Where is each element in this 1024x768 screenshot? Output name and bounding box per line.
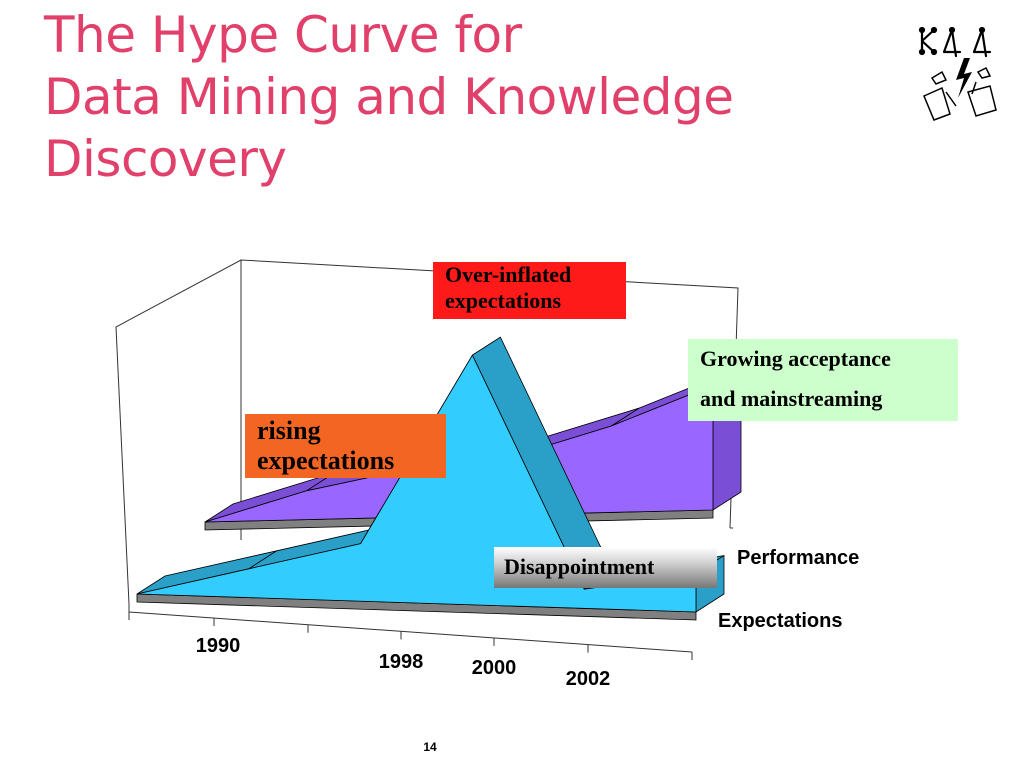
- x-axis-line: [128, 611, 693, 653]
- title-line-3: Discovery: [44, 130, 287, 188]
- kdd-logo-icon: [918, 26, 997, 121]
- disappointment-label: Disappointment: [504, 554, 655, 579]
- series-label-performance: Performance: [737, 547, 859, 569]
- page-number: 14: [423, 740, 437, 754]
- disappointment-callout: Disappointment: [494, 547, 717, 588]
- over-inflated-line-1: Over-inflated: [445, 262, 572, 287]
- rising-line-2: expectations: [257, 446, 395, 475]
- title-line-2: Data Mining and Knowledge: [44, 68, 734, 126]
- growing-line-2: and mainstreaming: [700, 386, 883, 411]
- x-tick-label: 1998: [379, 651, 424, 673]
- x-tick-label: 2002: [566, 668, 611, 690]
- x-tick-label: 1990: [196, 635, 241, 657]
- title-line-1: The Hype Curve for: [44, 6, 522, 64]
- over-inflated-callout: Over-inflated expectations: [433, 262, 626, 319]
- x-tick-label: 2000: [472, 657, 517, 679]
- rising-line-1: rising: [257, 416, 321, 445]
- series-label-expectations: Expectations: [718, 610, 842, 632]
- slide-title: The Hype Curve for Data Mining and Knowl…: [44, 4, 734, 190]
- rising-expectations-callout: rising expectations: [245, 414, 446, 478]
- over-inflated-line-2: expectations: [445, 288, 562, 313]
- area-performance: [204, 384, 714, 523]
- growing-line-1: Growing acceptance: [700, 346, 891, 371]
- growing-acceptance-callout: Growing acceptance and mainstreaming: [688, 339, 958, 421]
